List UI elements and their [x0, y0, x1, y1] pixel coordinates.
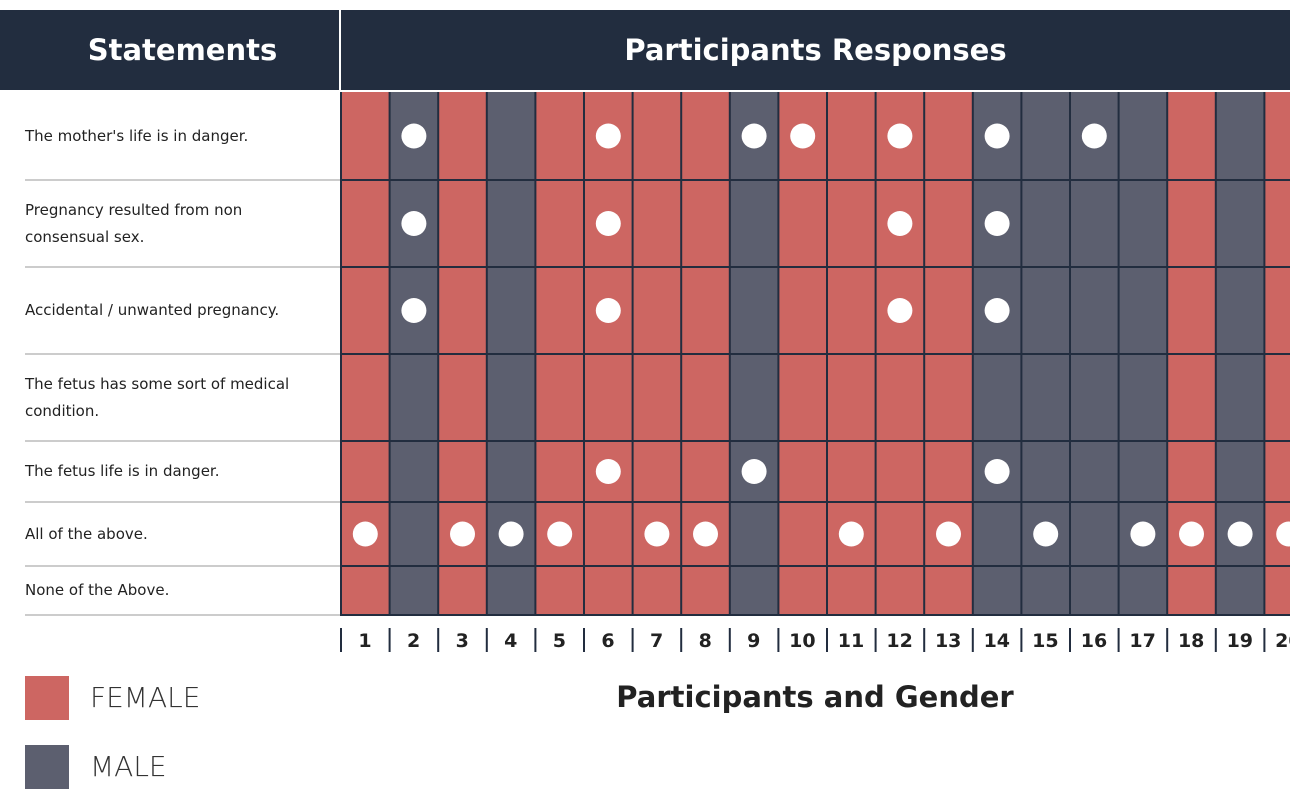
response-dot: [498, 521, 524, 547]
response-dot: [984, 459, 1010, 484]
legend-swatch: [25, 676, 69, 720]
participant-number: 7: [649, 630, 664, 652]
statement: Accidental / unwanted pregnancy.: [25, 301, 280, 319]
header-bar: [0, 10, 1290, 90]
participant-number: 10: [789, 630, 816, 652]
response-dot: [1227, 521, 1253, 547]
statements-title: Statements: [87, 33, 278, 67]
responses-title: Participants Responses: [624, 33, 1007, 67]
response-dot: [936, 521, 961, 547]
participant-number: 11: [837, 630, 865, 652]
response-dot: [790, 123, 816, 149]
participant-number: 1: [358, 630, 372, 652]
response-dot: [984, 123, 1010, 149]
legend-label: MALE: [90, 750, 167, 783]
response-dot: [595, 298, 621, 323]
participant-number: 14: [983, 630, 1011, 652]
statement: The fetus life is in danger.: [25, 462, 220, 480]
statement: The mother's life is in danger.: [25, 126, 249, 145]
participant-number: 8: [698, 630, 712, 652]
response-dot: [984, 211, 1010, 236]
response-dot: [887, 123, 913, 149]
legend-swatch: [25, 745, 69, 789]
statement: Pregnancy resulted from non consensual s…: [25, 200, 243, 246]
response-dot: [595, 123, 621, 149]
response-dot: [1276, 521, 1290, 547]
response-dot: [1179, 521, 1204, 547]
response-dot: [1130, 521, 1156, 547]
participant-number: 20: [1275, 630, 1290, 652]
response-dot: [401, 123, 427, 149]
response-dot: [450, 521, 475, 547]
participant-number: 6: [601, 630, 615, 652]
statement: None of the Above.: [25, 581, 170, 599]
participant-number: 3: [455, 630, 469, 652]
participant-number: 16: [1080, 630, 1108, 652]
response-dot: [741, 123, 767, 149]
response-dot: [887, 298, 913, 323]
response-dot: [838, 521, 864, 547]
response-dot: [693, 521, 718, 547]
legend-label: FEMALE: [90, 681, 201, 714]
participant-number: 17: [1129, 630, 1156, 652]
response-dot: [1081, 123, 1107, 149]
response-dot: [984, 298, 1010, 323]
footer-title: Participants and Gender: [616, 680, 1014, 714]
response-dot: [352, 521, 378, 547]
response-dot: [401, 298, 427, 323]
response-dot: [644, 521, 670, 547]
participant-number: 5: [552, 630, 566, 652]
response-dot: [887, 211, 913, 236]
participant-number: 15: [1032, 630, 1059, 652]
response-dot: [1033, 521, 1059, 547]
response-dot: [741, 459, 767, 484]
statement: The fetus has some sort of medical condi…: [25, 374, 290, 420]
participant-number: 9: [747, 630, 761, 652]
response-dot: [401, 211, 427, 236]
participant-number: 2: [406, 630, 421, 652]
participant-number: 13: [934, 630, 962, 652]
statement: All of the above.: [25, 524, 148, 543]
response-dot: [547, 521, 573, 547]
participant-number: 18: [1177, 630, 1205, 652]
participant-number: 19: [1226, 630, 1254, 652]
response-dot: [595, 211, 621, 236]
response-dot: [595, 459, 621, 484]
participant-number: 4: [504, 630, 518, 652]
participant-number: 12: [886, 630, 913, 652]
